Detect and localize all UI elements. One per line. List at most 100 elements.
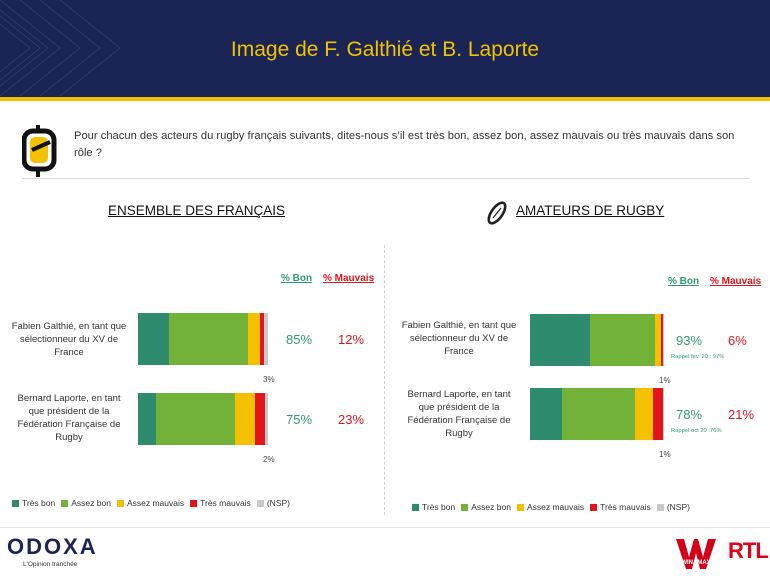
bar-segment-assez-mauvais xyxy=(248,313,261,365)
bar-segment-tres-bon xyxy=(138,313,170,365)
stacked-bar xyxy=(138,313,268,365)
header-banner: Image de F. Galthié et B. Laporte xyxy=(0,0,770,97)
recall-note: Rappel fev. 20 : 97% xyxy=(671,354,725,360)
legend-label: Assez bon xyxy=(471,502,511,512)
header-pct-bon-left: % Bon xyxy=(281,273,313,284)
summary-mauvais-value: 21% xyxy=(728,407,755,422)
summary-mauvais-value: 23% xyxy=(338,412,365,427)
legend-item-assez-mauvais: Assez mauvais xyxy=(516,502,585,512)
bar-segment-assez-bon xyxy=(156,393,236,445)
bar-segment-assez-mauvais xyxy=(235,393,255,445)
header-pct-mauvais-left: % Mauvais xyxy=(323,273,375,284)
legend-left: Très bon Assez bon Assez mauvais Très mauva… xyxy=(12,498,296,508)
legend-swatch xyxy=(116,499,124,507)
legend-item-assez-bon: Assez bon xyxy=(61,498,111,508)
question-divider xyxy=(22,178,750,179)
category-label: Fabien Galthié, en tant que sélectionneur… xyxy=(4,320,134,359)
legend-label: Très bon xyxy=(422,502,456,512)
stacked-bar xyxy=(530,314,664,366)
segment-label-nsp: 2% xyxy=(263,455,275,464)
category-label-line: Fédération Française de xyxy=(407,415,511,426)
summary-bon-value: 85% xyxy=(286,332,313,347)
legend-swatch xyxy=(61,499,69,507)
summary-mauvais-value: 12% xyxy=(338,332,365,347)
legend-swatch xyxy=(461,503,469,511)
odoxa-tagline: L'Opinion tranchée xyxy=(23,561,78,568)
bar-segment-tres-bon xyxy=(530,314,591,366)
bar-segment-nsp xyxy=(662,388,664,440)
category-label-line: Fabien Galthié, en tant que xyxy=(11,321,127,332)
legend-swatch xyxy=(412,503,419,511)
category-label-line: que président de la xyxy=(28,406,110,417)
legend-label: (NSP) xyxy=(266,498,290,508)
bar-segment-assez-bon xyxy=(562,388,635,440)
category-label-line: Rugby xyxy=(55,432,83,443)
legend-label: Très bon xyxy=(22,498,56,508)
legend-item-assez-bon: Assez bon xyxy=(461,502,511,512)
bar-segment-assez-mauvais xyxy=(634,388,654,440)
bar-segment-tres-mauvais xyxy=(661,314,663,366)
bar-segment-nsp xyxy=(264,313,268,365)
category-label: Fabien Galthié, en tant que sélectionneur… xyxy=(392,319,526,358)
bar-segment-tres-bon xyxy=(530,388,563,440)
legend-label: (NSP) xyxy=(666,502,690,512)
legend-label: Très mauvais xyxy=(600,502,651,512)
bar-segment-tres-mauvais xyxy=(653,388,663,440)
summary-mauvais-value: 6% xyxy=(728,333,747,348)
odoxa-logo: ODOXA xyxy=(7,534,98,559)
legend-item-tres-mauvais: Très mauvais xyxy=(590,502,651,512)
category-label-line: sélectionneur du XV de xyxy=(409,333,509,344)
footer-divider xyxy=(0,527,770,528)
category-label-line: Bernard Laporte, en tant xyxy=(17,393,121,404)
legend-right: Très bon Assez bon Assez mauvais Très mauva… xyxy=(412,502,696,512)
legend-swatch xyxy=(656,503,664,511)
legend-label: Assez mauvais xyxy=(526,502,585,512)
legend-swatch xyxy=(12,499,19,507)
segment-label-nsp: 1% xyxy=(659,450,671,459)
legend-item-tres-mauvais: Très mauvais xyxy=(190,498,251,508)
category-label: Bernard Laporte, en tant que président de… xyxy=(4,392,134,444)
category-label-line: Fédération Française de xyxy=(17,419,121,430)
legend-label: Assez bon xyxy=(71,498,111,508)
section-title-amateurs: AMATEURS DE RUGBY xyxy=(516,203,665,218)
legend-item-tres-bon: Très bon xyxy=(12,498,55,508)
legend-swatch xyxy=(256,499,264,507)
summary-bon-value: 78% xyxy=(676,407,703,422)
survey-question: Pour chacun des acteurs du rugby françai… xyxy=(74,130,735,159)
winamax-logo: WINAMAX xyxy=(676,539,716,569)
category-label-line: France xyxy=(444,346,474,357)
category-label-line: sélectionneur du XV de xyxy=(19,334,119,345)
rugby-ball-icon xyxy=(487,201,507,225)
segment-label-nsp: 1% xyxy=(659,376,671,385)
segment-label-nsp: 3% xyxy=(263,375,275,384)
bar-segment-tres-bon xyxy=(138,393,157,445)
stacked-bar xyxy=(530,388,664,440)
summary-bon-value: 93% xyxy=(676,333,703,348)
bar-segment-assez-bon xyxy=(590,314,655,366)
bar-segment-assez-bon xyxy=(169,313,249,365)
recall-note: Rappel oct 20 :76% xyxy=(671,428,722,434)
category-label: Bernard Laporte, en tant que président de… xyxy=(392,388,526,440)
header-pattern xyxy=(0,0,121,97)
category-label-line: Fabien Galthié, en tant que xyxy=(401,320,517,331)
bar-segment-nsp xyxy=(662,314,664,366)
bar-segment-assez-mauvais xyxy=(654,314,662,366)
category-label-line: que président de la xyxy=(418,402,500,413)
legend-swatch xyxy=(590,503,598,511)
category-label-line: France xyxy=(54,347,84,358)
panel-separator xyxy=(384,245,385,515)
category-label-line: Bernard Laporte, en tant xyxy=(407,389,511,400)
legend-label: Assez mauvais xyxy=(126,498,185,508)
category-label-line: Rugby xyxy=(445,428,473,439)
page-title: Image de F. Galthié et B. Laporte xyxy=(230,38,540,61)
bar-segment-nsp xyxy=(265,393,268,445)
header-pct-mauvais-right: % Mauvais xyxy=(710,276,762,287)
winamax-wordmark: WINAMAX xyxy=(681,560,710,566)
question-icon xyxy=(22,125,57,177)
header-pct-bon-right: % Bon xyxy=(668,276,700,287)
legend-item-nsp: (NSP) xyxy=(656,502,690,512)
legend-label: Très mauvais xyxy=(200,498,251,508)
rtl-logo: RTL xyxy=(728,538,769,563)
legend-swatch xyxy=(516,503,524,511)
header-stripe xyxy=(0,97,770,101)
